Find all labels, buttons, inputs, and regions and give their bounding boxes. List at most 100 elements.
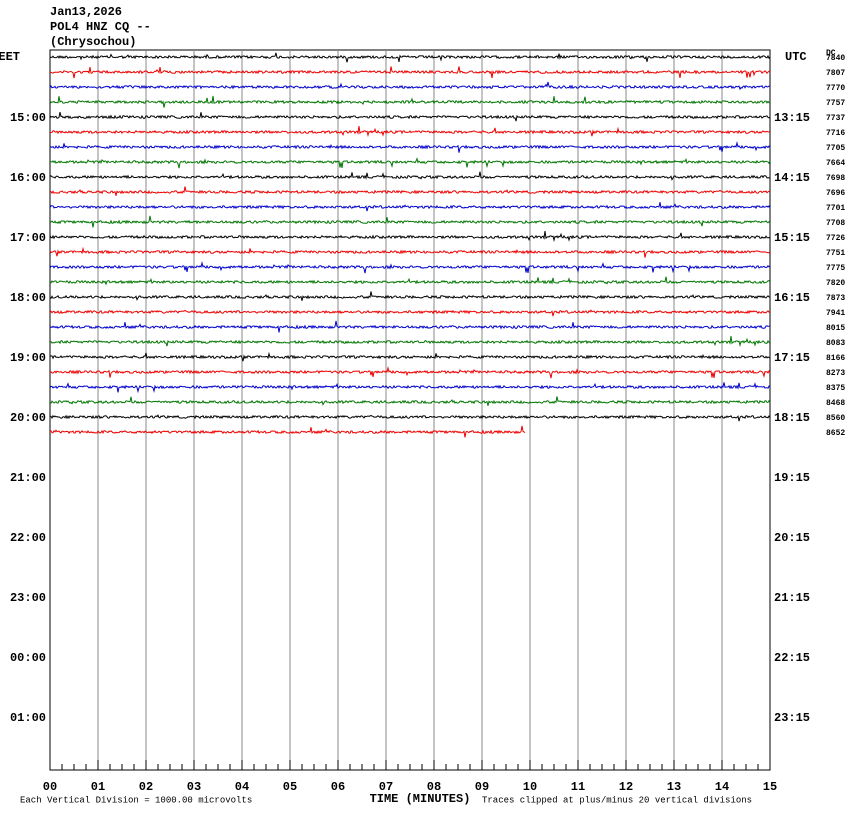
left-hour-label: 00:00 <box>10 651 46 665</box>
right-hour-label: 13:15 <box>774 111 810 125</box>
x-tick-label: 13 <box>667 780 681 794</box>
seismic-trace <box>49 202 771 212</box>
x-tick-label: 10 <box>523 780 537 794</box>
dc-title: DC <box>826 49 836 58</box>
dc-value: 7701 <box>826 204 845 213</box>
right-hour-label: 23:15 <box>774 711 810 725</box>
dc-value: 7770 <box>826 84 845 93</box>
seismic-trace <box>50 396 771 406</box>
left-hour-label: 17:00 <box>10 231 46 245</box>
dc-value: 7698 <box>826 174 845 183</box>
seismic-trace <box>49 382 771 394</box>
station: POL4 HNZ CQ -- <box>50 20 151 34</box>
dc-value: 8560 <box>826 414 845 423</box>
seismic-trace <box>49 186 771 196</box>
location: (Chrysochou) <box>50 35 136 49</box>
x-tick-label: 04 <box>235 780 249 794</box>
right-hour-label: 18:15 <box>774 411 810 425</box>
right-hour-label: 17:15 <box>774 351 810 365</box>
dc-value: 8083 <box>826 339 845 348</box>
x-tick-label: 05 <box>283 780 297 794</box>
right-hour-label: 19:15 <box>774 471 810 485</box>
dc-value: 7705 <box>826 144 845 153</box>
dc-value: 7873 <box>826 294 845 303</box>
right-hour-label: 20:15 <box>774 531 810 545</box>
right-zone: UTC <box>785 50 807 64</box>
seismic-trace <box>50 126 771 138</box>
x-tick-label: 11 <box>571 780 585 794</box>
seismic-trace <box>50 157 771 169</box>
left-hour-label: 22:00 <box>10 531 46 545</box>
x-tick-label: 09 <box>475 780 489 794</box>
seismic-trace <box>49 246 771 258</box>
left-hour-label: 15:00 <box>10 111 46 125</box>
x-tick-label: 15 <box>763 780 777 794</box>
seismic-trace <box>49 336 771 348</box>
seismic-trace <box>49 141 771 153</box>
x-tick-label: 08 <box>427 780 441 794</box>
x-tick-label: 06 <box>331 780 345 794</box>
scale-note: Each Vertical Division = 1000.00 microvo… <box>20 795 252 805</box>
seismic-trace <box>49 261 771 274</box>
x-tick-label: 00 <box>43 780 57 794</box>
date: Jan13,2026 <box>50 5 122 19</box>
seismic-trace <box>49 276 771 286</box>
left-hour-label: 19:00 <box>10 351 46 365</box>
seismic-trace <box>49 231 771 243</box>
dc-value: 8652 <box>826 429 845 438</box>
left-hour-label: 18:00 <box>10 291 46 305</box>
left-hour-label: 16:00 <box>10 171 46 185</box>
right-hour-label: 14:15 <box>774 171 810 185</box>
dc-value: 8273 <box>826 369 845 378</box>
dc-value: 8166 <box>826 354 845 363</box>
seismic-trace <box>49 291 771 301</box>
dc-value: 7807 <box>826 69 845 78</box>
dc-value: 7775 <box>826 264 845 273</box>
clip-note: Traces clipped at plus/minus 20 vertical… <box>482 795 752 805</box>
seismic-trace <box>49 366 771 379</box>
dc-value: 7840 <box>826 54 845 63</box>
x-tick-label: 01 <box>91 780 105 794</box>
seismic-trace <box>49 215 771 228</box>
seismic-trace <box>49 111 771 122</box>
left-zone: EET <box>0 50 20 64</box>
seismic-trace <box>49 95 771 108</box>
seismic-trace <box>49 66 771 79</box>
dc-value: 7716 <box>826 129 845 138</box>
dc-value: 8015 <box>826 324 845 333</box>
dc-value: 7696 <box>826 189 845 198</box>
dc-value: 7737 <box>826 114 845 123</box>
x-tick-label: 02 <box>139 780 153 794</box>
dc-value: 8375 <box>826 384 845 393</box>
dc-value: 8468 <box>826 399 845 408</box>
dc-value: 7664 <box>826 159 845 168</box>
x-axis-title: TIME (MINUTES) <box>370 792 471 806</box>
dc-value: 7820 <box>826 279 845 288</box>
seismic-trace <box>49 351 771 362</box>
dc-value: 7726 <box>826 234 845 243</box>
seismic-trace <box>49 81 771 91</box>
seismic-trace <box>49 52 771 63</box>
left-hour-label: 20:00 <box>10 411 46 425</box>
x-tick-label: 03 <box>187 780 201 794</box>
left-hour-label: 01:00 <box>10 711 46 725</box>
seismic-trace <box>49 171 771 181</box>
x-tick-label: 12 <box>619 780 633 794</box>
right-hour-label: 21:15 <box>774 591 810 605</box>
seismic-trace <box>49 414 771 422</box>
x-tick-label: 07 <box>379 780 393 794</box>
right-hour-label: 16:15 <box>774 291 810 305</box>
dc-value: 7751 <box>826 249 845 258</box>
seismic-trace <box>49 320 771 333</box>
x-tick-label: 14 <box>715 780 729 794</box>
left-hour-label: 21:00 <box>10 471 46 485</box>
seismic-trace <box>49 309 771 317</box>
left-hour-label: 23:00 <box>10 591 46 605</box>
seismic-trace <box>49 425 526 438</box>
dc-value: 7708 <box>826 219 845 228</box>
plot-frame <box>49 49 771 771</box>
dc-value: 7941 <box>826 309 845 318</box>
dc-value: 7757 <box>826 99 845 108</box>
right-hour-label: 15:15 <box>774 231 810 245</box>
